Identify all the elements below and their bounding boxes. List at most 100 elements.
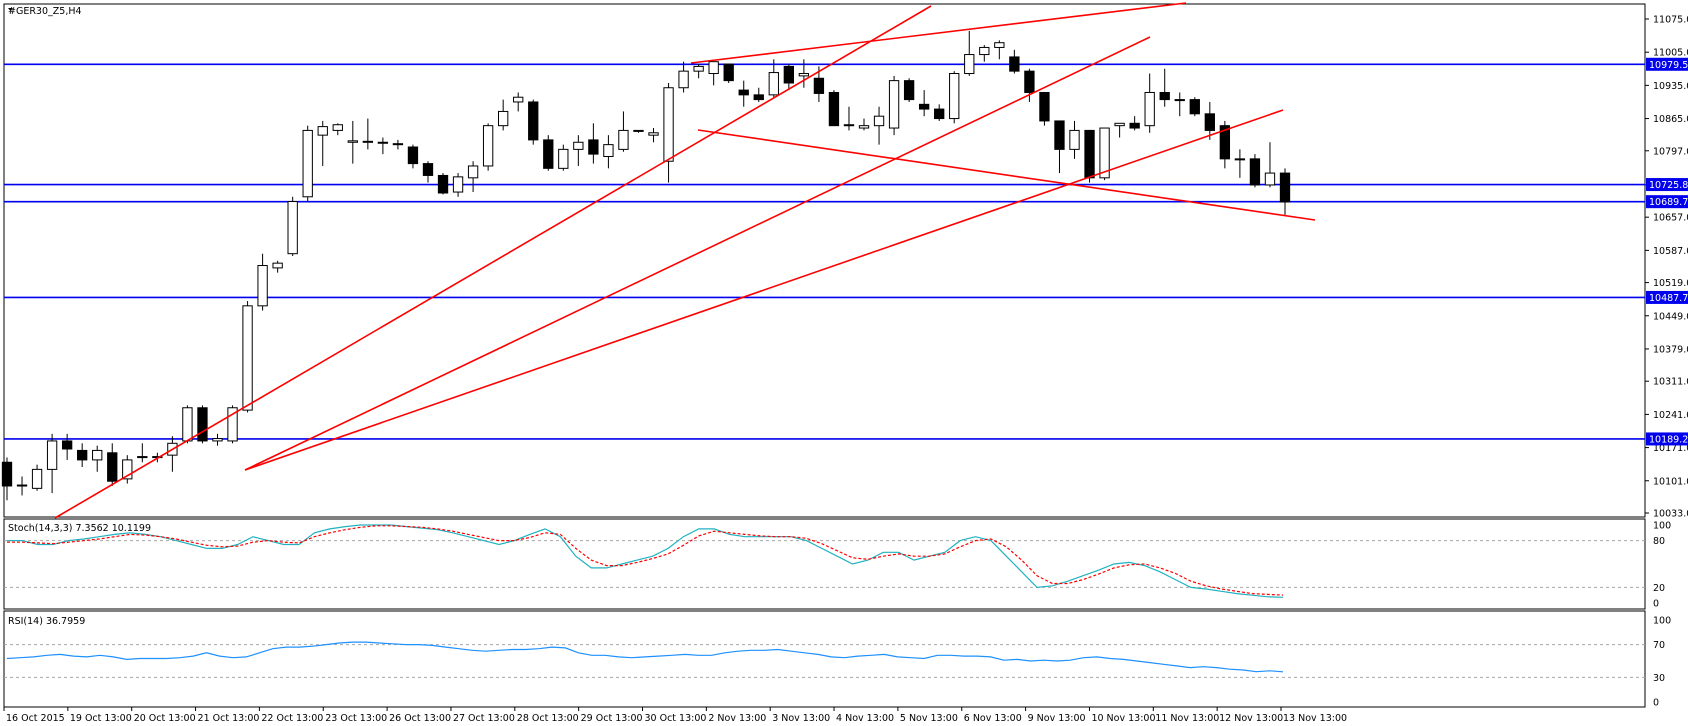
candle-body-bear <box>422 163 434 176</box>
candle <box>31 464 43 491</box>
candle-body-bear <box>1054 120 1065 150</box>
candle <box>1084 129 1095 183</box>
candle-body-bull <box>302 129 313 198</box>
candle <box>558 144 569 171</box>
candle <box>16 476 28 496</box>
price-tag-label: 10979.5 <box>1649 60 1688 71</box>
candle <box>843 106 855 131</box>
candle-body-bull <box>873 115 885 127</box>
candle-body-bear <box>197 407 208 442</box>
candle <box>422 161 434 183</box>
stoch-signal-line <box>7 525 1284 596</box>
horizontal-lines: 10979.5 10725.8 10689.7 10487.7 10189.2 <box>4 57 1688 446</box>
time-tick-label: 26 Oct 13:00 <box>389 713 451 724</box>
price-tick-label: 10657.0 <box>1653 213 1688 224</box>
candle-body-bull <box>257 265 268 307</box>
candle-body-bull <box>31 468 43 489</box>
candle <box>888 75 900 136</box>
candle-body-bear <box>1024 70 1035 93</box>
candle-body-bear <box>107 452 118 482</box>
price-tag-label: 10725.8 <box>1649 180 1688 191</box>
candle <box>257 253 268 311</box>
candle-body-bull <box>843 124 855 127</box>
candle-body-bear <box>1174 99 1185 102</box>
candle <box>798 59 810 88</box>
candle-body-bear <box>1249 158 1261 186</box>
candle <box>1234 149 1246 178</box>
time-tick-label: 13 Nov 13:00 <box>1283 713 1347 724</box>
candle <box>858 118 870 131</box>
rsi-line <box>6 641 1284 673</box>
rsi-panel-frame <box>3 610 1646 708</box>
candle <box>1069 120 1080 159</box>
candle <box>182 405 193 444</box>
candle-body-bear <box>407 146 419 165</box>
chart-title: #GER30_Z5,H4 <box>8 6 82 17</box>
candle <box>227 405 238 444</box>
stoch-label: Stoch(14,3,3) 7.3562 10.1199 <box>8 523 151 534</box>
candle <box>167 436 178 472</box>
rsi-tick-label: 30 <box>1653 673 1665 684</box>
candle <box>362 118 374 150</box>
candle <box>92 445 103 472</box>
candle <box>1159 68 1170 107</box>
candle-body-bull <box>1144 91 1155 127</box>
candle <box>573 135 584 166</box>
price-tick-label: 10171.0 <box>1653 443 1688 454</box>
time-tick-label: 29 Oct 13:00 <box>581 713 643 724</box>
time-tick-label: 4 Nov 13:00 <box>836 713 894 724</box>
candle <box>77 443 88 468</box>
candle <box>1249 154 1261 188</box>
candle-body-bull <box>212 438 223 442</box>
candle-body-bear <box>392 143 404 146</box>
candle-body-bull <box>498 110 509 127</box>
main-chart-frame <box>3 3 1646 518</box>
candle <box>107 443 118 486</box>
price-tick-label: 10101.0 <box>1653 476 1688 487</box>
price-tick-label: 10033.0 <box>1653 509 1688 520</box>
candle <box>678 61 689 93</box>
price-tick-label: 11005.0 <box>1653 48 1688 59</box>
candle <box>528 99 539 145</box>
candle-body-bull <box>768 72 779 96</box>
candle <box>588 123 599 164</box>
candle <box>1204 101 1215 140</box>
candle <box>723 63 734 84</box>
candle <box>1174 92 1185 117</box>
candle-body-bear <box>1279 172 1291 203</box>
candle-body-bear <box>738 89 749 96</box>
candle <box>918 90 930 117</box>
stoch-tick-label: 20 <box>1653 583 1665 594</box>
candle <box>618 111 629 152</box>
candle-body-bear <box>77 449 88 461</box>
candle <box>377 137 389 155</box>
candle-body-bull <box>1069 129 1080 150</box>
candle <box>272 260 283 273</box>
candle <box>212 433 223 446</box>
candle-body-bear <box>1 461 13 487</box>
rsi-tick-label: 70 <box>1653 640 1665 651</box>
time-tick-label: 2 Nov 13:00 <box>708 713 766 724</box>
price-tag-label: 10189.2 <box>1649 434 1688 445</box>
collapse-arrow-icon[interactable] <box>8 8 13 11</box>
candle <box>648 128 659 143</box>
candle-body-bull <box>663 87 674 162</box>
price-tick-label: 10379.0 <box>1653 344 1688 355</box>
time-tick-label: 27 Oct 13:00 <box>453 713 515 724</box>
candle-body-bear <box>437 174 449 194</box>
time-tick-label: 6 Nov 13:00 <box>964 713 1022 724</box>
candle <box>332 123 343 136</box>
candle <box>242 301 253 413</box>
candle-body-bear <box>813 77 825 94</box>
price-tag <box>1646 57 1688 71</box>
candle-body-bull <box>1099 127 1110 179</box>
candle <box>513 92 524 112</box>
price-tick-label: 11075.0 <box>1653 15 1688 26</box>
candle <box>768 59 779 98</box>
candle-body-bear <box>1039 91 1050 122</box>
candle-body-bear <box>934 108 945 120</box>
price-tick-label: 10241.0 <box>1653 410 1688 421</box>
candle-body-bull <box>603 144 614 157</box>
candle-body-bull <box>994 42 1005 48</box>
